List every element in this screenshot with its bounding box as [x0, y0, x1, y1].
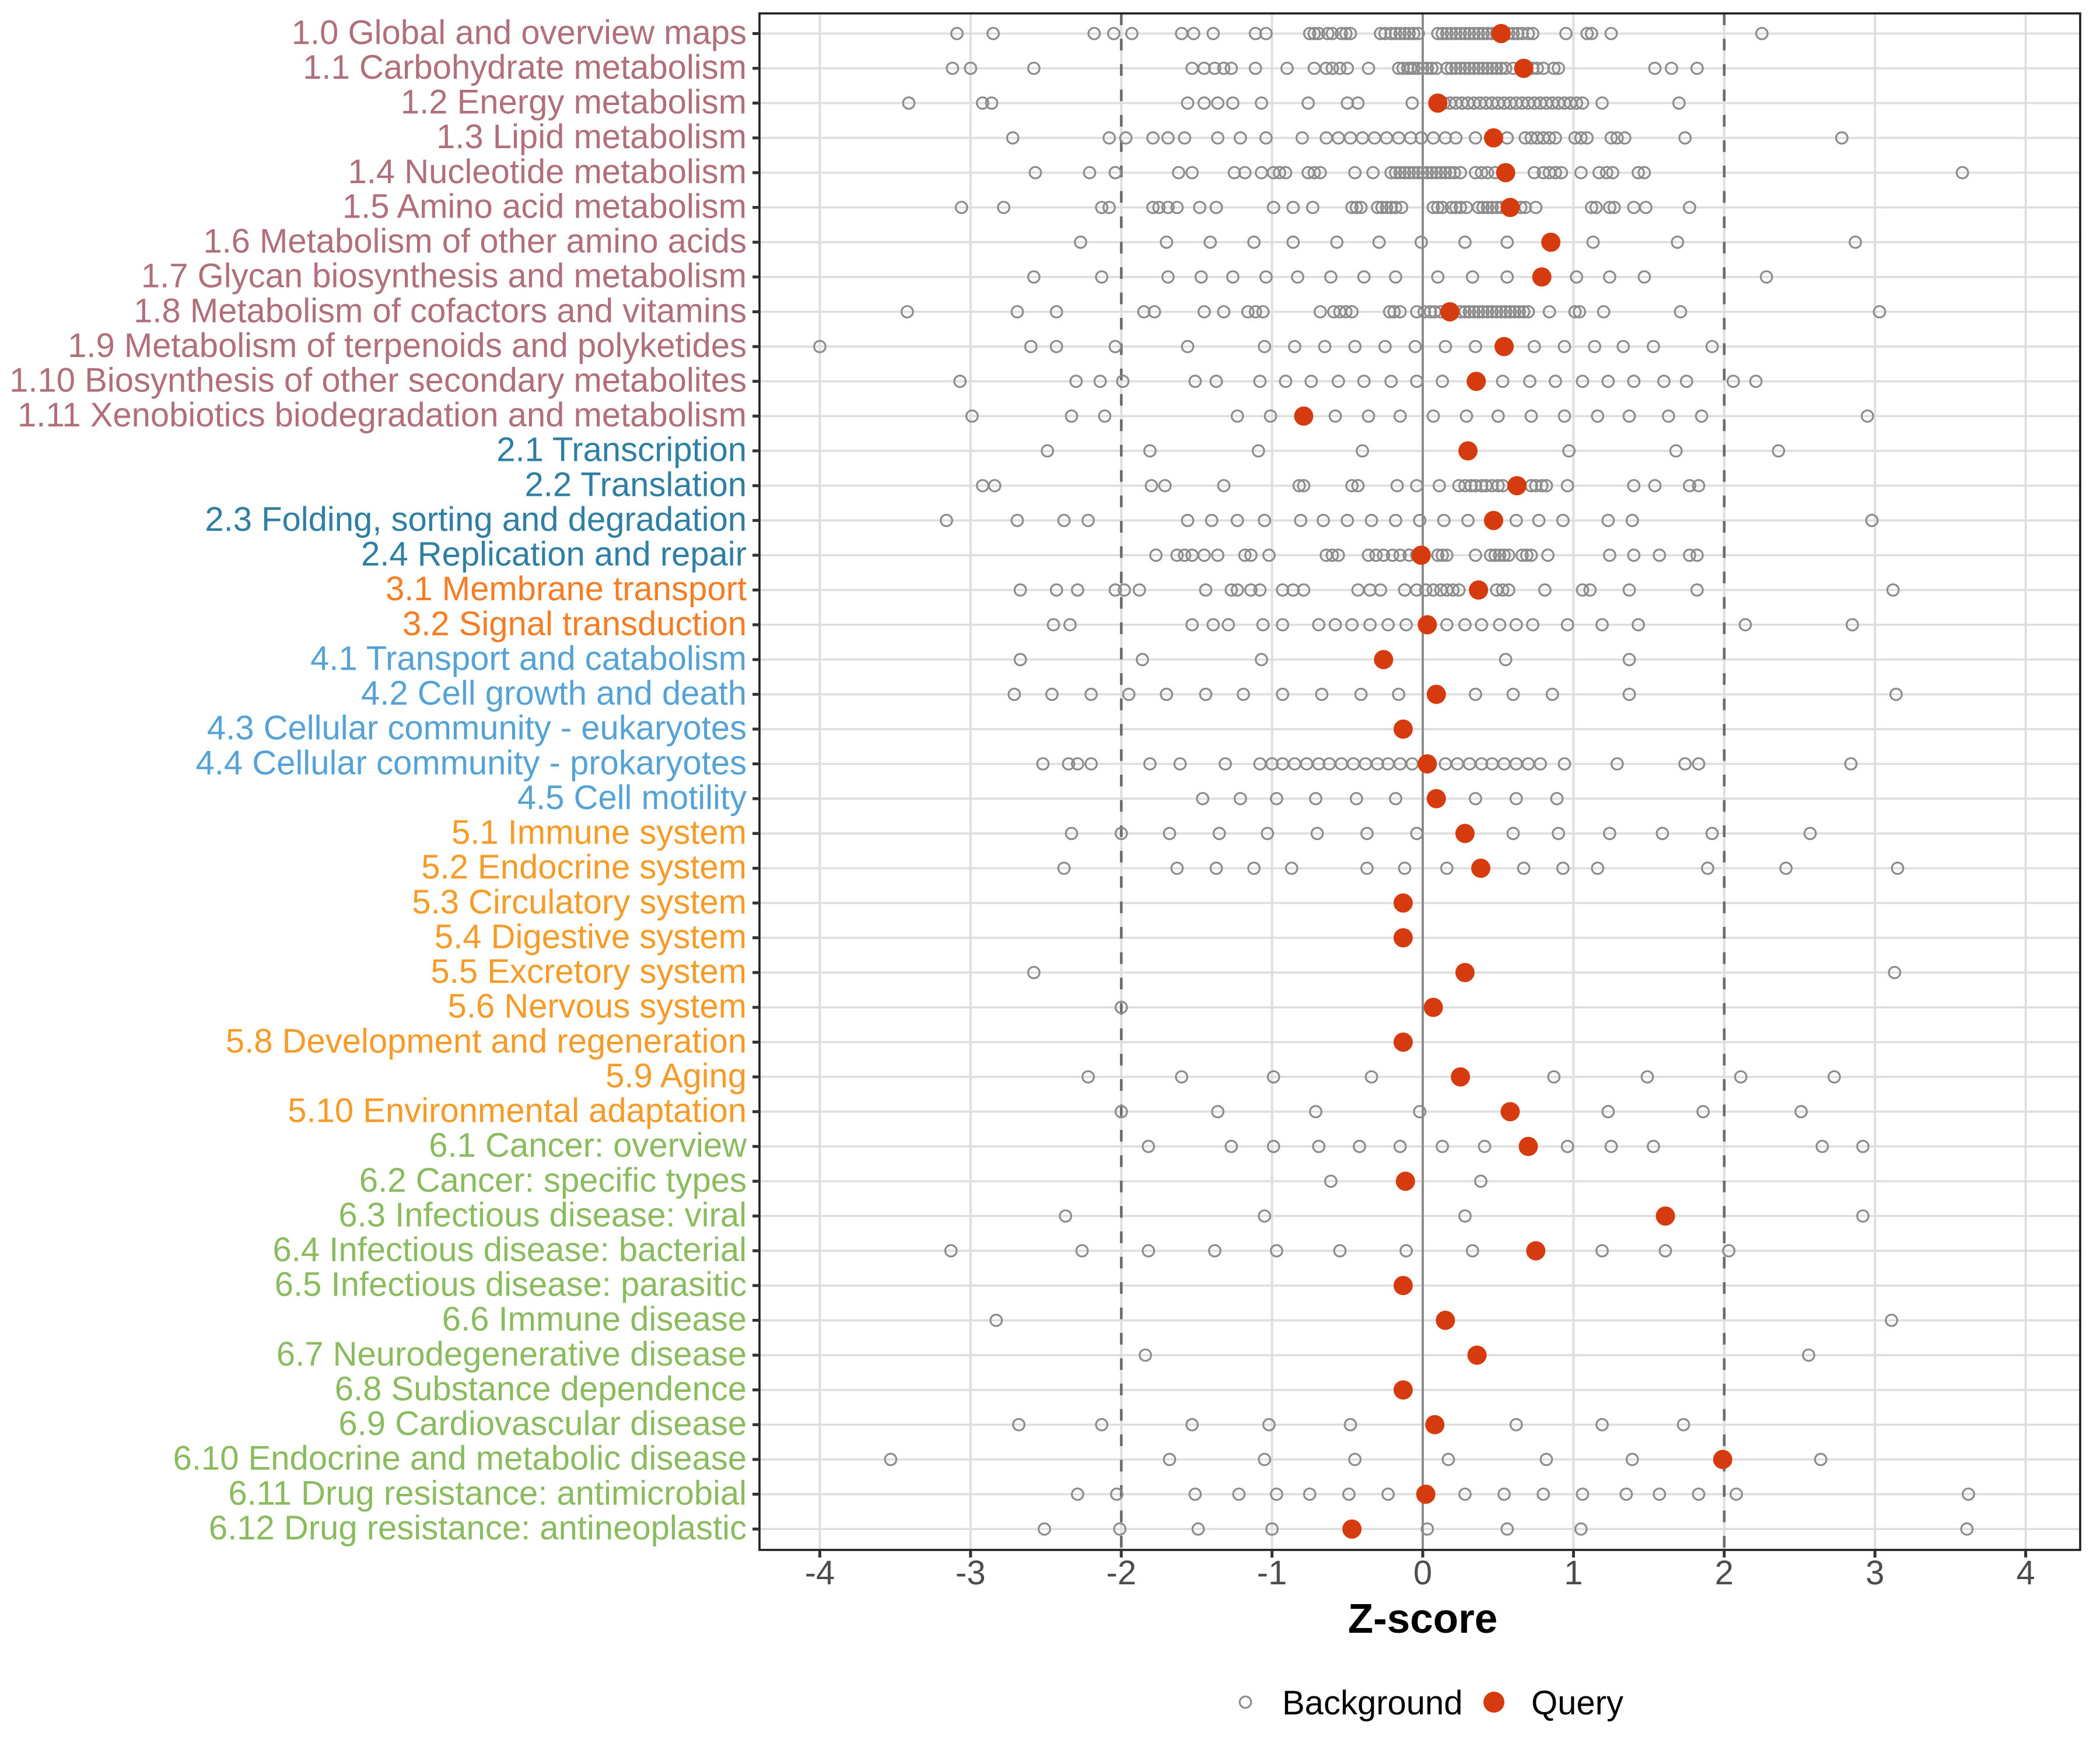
svg-text:1.10 Biosynthesis of other sec: 1.10 Biosynthesis of other secondary met…	[9, 362, 747, 400]
svg-text:1.2 Energy metabolism: 1.2 Energy metabolism	[401, 83, 747, 121]
svg-text:1.9 Metabolism of terpenoids a: 1.9 Metabolism of terpenoids and polyket…	[68, 327, 747, 365]
svg-text:-3: -3	[956, 1554, 986, 1592]
svg-text:4.4 Cellular community - proka: 4.4 Cellular community - prokaryotes	[196, 744, 747, 782]
svg-text:Background: Background	[1282, 1684, 1463, 1722]
svg-text:2.4 Replication and repair: 2.4 Replication and repair	[361, 536, 747, 573]
svg-text:2.3 Folding, sorting and degra: 2.3 Folding, sorting and degradation	[205, 501, 747, 538]
svg-text:1.7 Glycan biosynthesis and me: 1.7 Glycan biosynthesis and metabolism	[141, 257, 747, 295]
svg-text:5.1 Immune system: 5.1 Immune system	[452, 814, 747, 852]
svg-text:Query: Query	[1531, 1684, 1623, 1722]
svg-text:1.5 Amino acid metabolism: 1.5 Amino acid metabolism	[342, 187, 747, 225]
svg-text:6.11 Drug resistance: antimicr: 6.11 Drug resistance: antimicrobial	[228, 1474, 747, 1512]
svg-text:6.10 Endocrine and metabolic d: 6.10 Endocrine and metabolic disease	[173, 1440, 747, 1478]
svg-text:-1: -1	[1257, 1554, 1287, 1592]
svg-text:5.10 Environmental adaptation: 5.10 Environmental adaptation	[288, 1092, 747, 1130]
svg-text:3.2 Signal transduction: 3.2 Signal transduction	[402, 605, 747, 643]
svg-text:4.3 Cellular community - eukar: 4.3 Cellular community - eukaryotes	[207, 709, 747, 747]
svg-text:6.12 Drug resistance: antineop: 6.12 Drug resistance: antineoplastic	[209, 1509, 747, 1547]
svg-text:5.2 Endocrine system: 5.2 Endocrine system	[421, 848, 747, 886]
svg-text:0: 0	[1413, 1554, 1432, 1592]
svg-text:1.1 Carbohydrate metabolism: 1.1 Carbohydrate metabolism	[303, 48, 747, 86]
svg-text:6.5 Infectious disease: parasi: 6.5 Infectious disease: parasitic	[275, 1266, 747, 1304]
svg-text:5.9 Aging: 5.9 Aging	[606, 1057, 747, 1095]
svg-text:6.9 Cardiovascular disease: 6.9 Cardiovascular disease	[338, 1405, 747, 1443]
svg-text:6.1 Cancer: overview: 6.1 Cancer: overview	[429, 1126, 747, 1164]
svg-text:-2: -2	[1106, 1554, 1136, 1592]
svg-text:6.6 Immune disease: 6.6 Immune disease	[442, 1300, 747, 1338]
svg-text:1.6 Metabolism of other amino: 1.6 Metabolism of other amino acids	[203, 222, 747, 260]
svg-text:1.3 Lipid metabolism: 1.3 Lipid metabolism	[436, 118, 747, 156]
svg-text:2: 2	[1715, 1554, 1734, 1592]
svg-text:6.8 Substance dependence: 6.8 Substance dependence	[335, 1370, 747, 1408]
svg-text:1.0 Global and overview maps: 1.0 Global and overview maps	[292, 13, 747, 51]
svg-text:5.8 Development and regenerati: 5.8 Development and regeneration	[226, 1022, 747, 1060]
svg-text:6.3 Infectious disease: viral: 6.3 Infectious disease: viral	[338, 1196, 747, 1234]
svg-text:3: 3	[1866, 1554, 1884, 1592]
svg-text:4.2 Cell growth and death: 4.2 Cell growth and death	[361, 674, 747, 712]
svg-text:1.8 Metabolism of cofactors an: 1.8 Metabolism of cofactors and vitamins	[134, 292, 747, 330]
svg-text:1.11 Xenobiotics biodegradatio: 1.11 Xenobiotics biodegradation and meta…	[18, 396, 747, 434]
svg-text:Z-score: Z-score	[1348, 1596, 1497, 1642]
svg-text:4.1 Transport and catabolism: 4.1 Transport and catabolism	[310, 640, 747, 678]
svg-text:5.4 Digestive system: 5.4 Digestive system	[435, 918, 747, 956]
svg-text:2.2 Translation: 2.2 Translation	[525, 466, 747, 503]
svg-text:5.5 Excretory system: 5.5 Excretory system	[431, 953, 747, 991]
svg-text:6.2 Cancer: specific types: 6.2 Cancer: specific types	[359, 1161, 747, 1199]
svg-text:6.4 Infectious disease: bacter: 6.4 Infectious disease: bacterial	[273, 1231, 747, 1269]
svg-text:2.1 Transcription: 2.1 Transcription	[496, 431, 747, 469]
svg-text:4.5 Cell motility: 4.5 Cell motility	[517, 779, 747, 817]
svg-text:5.6 Nervous system: 5.6 Nervous system	[447, 988, 747, 1026]
svg-text:3.1 Membrane transport: 3.1 Membrane transport	[386, 570, 747, 608]
svg-text:-4: -4	[805, 1554, 835, 1592]
svg-text:5.3 Circulatory system: 5.3 Circulatory system	[412, 883, 747, 921]
svg-text:4: 4	[2016, 1554, 2035, 1592]
svg-text:1.4 Nucleotide metabolism: 1.4 Nucleotide metabolism	[348, 153, 747, 191]
svg-text:1: 1	[1564, 1554, 1583, 1592]
svg-text:6.7 Neurodegenerative disease: 6.7 Neurodegenerative disease	[276, 1335, 747, 1373]
